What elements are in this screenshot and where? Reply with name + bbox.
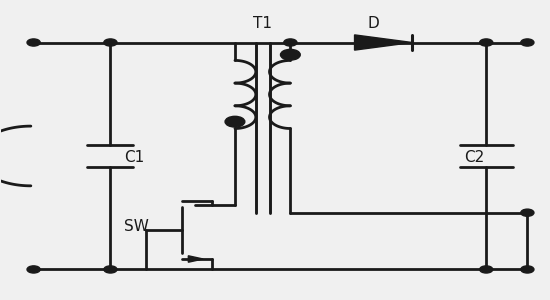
- Polygon shape: [355, 35, 412, 50]
- Circle shape: [521, 266, 534, 273]
- Circle shape: [284, 39, 297, 46]
- Circle shape: [280, 50, 300, 60]
- Text: SW: SW: [124, 219, 149, 234]
- Text: T1: T1: [254, 16, 272, 31]
- Circle shape: [27, 266, 40, 273]
- Circle shape: [104, 266, 117, 273]
- Text: C2: C2: [464, 150, 485, 165]
- Circle shape: [480, 39, 493, 46]
- Circle shape: [27, 39, 40, 46]
- Circle shape: [480, 266, 493, 273]
- Text: C1: C1: [124, 150, 145, 165]
- Circle shape: [104, 39, 117, 46]
- Polygon shape: [188, 256, 203, 262]
- Circle shape: [521, 39, 534, 46]
- Circle shape: [521, 209, 534, 216]
- Text: D: D: [368, 16, 380, 31]
- Circle shape: [225, 116, 245, 127]
